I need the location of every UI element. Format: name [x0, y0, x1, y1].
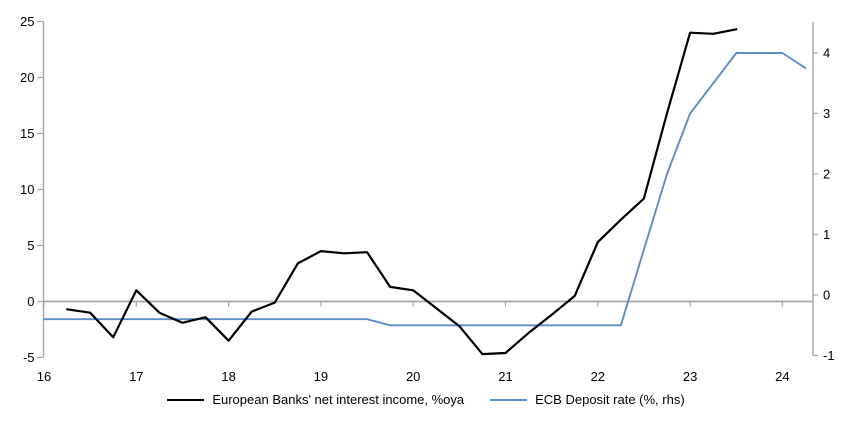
y-axis-right-tick-label: 1 [823, 227, 830, 242]
y-axis-left-tick-label: 25 [20, 14, 34, 29]
y-axis-left-tick-label: 20 [20, 70, 34, 85]
y-axis-left-tick-label: 0 [27, 294, 34, 309]
y-axis-right-tick-label: -1 [823, 348, 835, 363]
x-axis-tick-label: 16 [37, 369, 51, 384]
y-axis-right-tick-label: 0 [823, 288, 830, 303]
y-axis-left-tick-label: -5 [23, 350, 35, 365]
legend: European Banks' net interest income, %oy… [0, 392, 852, 407]
x-axis-tick-label: 22 [591, 369, 605, 384]
y-axis-right-tick-label: 4 [823, 46, 830, 61]
series-line-net-interest-income [65, 28, 738, 356]
x-axis-tick-label: 19 [314, 369, 328, 384]
legend-line-blue [490, 398, 528, 401]
legend-line-black [167, 398, 205, 401]
series-line-ecb-deposit-rate [43, 52, 807, 327]
legend-item-ecb-deposit-rate: ECB Deposit rate (%, rhs) [490, 392, 685, 407]
x-axis-tick-label: 18 [221, 369, 235, 384]
y-axis-right-tick-label: 2 [823, 167, 830, 182]
y-axis-left-tick-label: 15 [20, 126, 34, 141]
legend-label-ecb-deposit-rate: ECB Deposit rate (%, rhs) [535, 392, 685, 407]
legend-item-net-interest-income: European Banks' net interest income, %oy… [167, 392, 464, 407]
x-axis-tick-label: 20 [406, 369, 420, 384]
x-axis-tick-label: 21 [498, 369, 512, 384]
y-axis-right-tick-label: 3 [823, 106, 830, 121]
y-axis-left-tick-label: 10 [20, 182, 34, 197]
x-axis-tick-label: 17 [129, 369, 143, 384]
x-axis-tick-label: 23 [683, 369, 697, 384]
x-axis-tick-label: 24 [775, 369, 789, 384]
y-axis-left-tick-label: 5 [27, 238, 34, 253]
legend-label-net-interest-income: European Banks' net interest income, %oy… [212, 392, 465, 407]
